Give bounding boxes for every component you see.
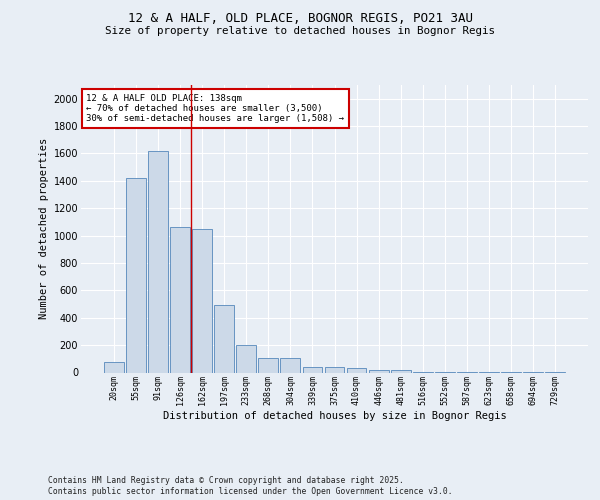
Bar bbox=[280, 358, 301, 372]
Text: Contains HM Land Registry data © Crown copyright and database right 2025.: Contains HM Land Registry data © Crown c… bbox=[48, 476, 404, 485]
Bar bbox=[302, 367, 322, 372]
Text: Contains public sector information licensed under the Open Government Licence v3: Contains public sector information licen… bbox=[48, 487, 452, 496]
Text: Size of property relative to detached houses in Bognor Regis: Size of property relative to detached ho… bbox=[105, 26, 495, 36]
Bar bbox=[214, 306, 234, 372]
Bar bbox=[104, 362, 124, 372]
Bar bbox=[170, 228, 190, 372]
X-axis label: Distribution of detached houses by size in Bognor Regis: Distribution of detached houses by size … bbox=[163, 411, 506, 421]
Bar bbox=[325, 367, 344, 372]
Bar bbox=[347, 368, 367, 372]
Bar bbox=[148, 150, 168, 372]
Text: 12 & A HALF OLD PLACE: 138sqm
← 70% of detached houses are smaller (3,500)
30% o: 12 & A HALF OLD PLACE: 138sqm ← 70% of d… bbox=[86, 94, 344, 124]
Bar bbox=[368, 370, 389, 372]
Y-axis label: Number of detached properties: Number of detached properties bbox=[40, 138, 49, 320]
Text: 12 & A HALF, OLD PLACE, BOGNOR REGIS, PO21 3AU: 12 & A HALF, OLD PLACE, BOGNOR REGIS, PO… bbox=[128, 12, 473, 26]
Bar bbox=[259, 358, 278, 372]
Bar bbox=[236, 345, 256, 372]
Bar bbox=[126, 178, 146, 372]
Bar bbox=[192, 229, 212, 372]
Bar bbox=[391, 370, 410, 372]
